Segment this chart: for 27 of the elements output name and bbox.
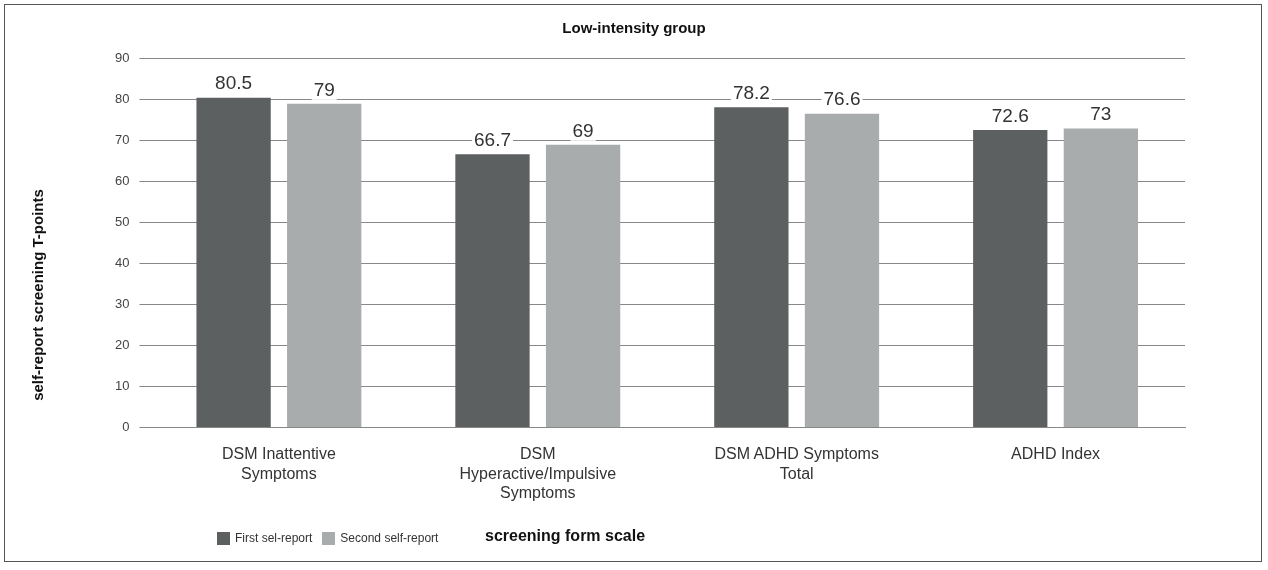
data-label: 69 bbox=[572, 119, 594, 141]
legend-label: First sel-report bbox=[234, 531, 313, 546]
x-axis-title: screening form scale bbox=[485, 527, 646, 545]
y-tick-label: 90 bbox=[114, 50, 130, 66]
y-tick-label: 0 bbox=[122, 418, 130, 434]
x-tick-label: DSM Hyperactive/Impulsive Symptoms bbox=[459, 445, 617, 501]
y-tick-label: 10 bbox=[114, 378, 130, 394]
y-tick-label: 50 bbox=[114, 214, 130, 230]
y-tick-label: 80 bbox=[114, 91, 130, 107]
y-tick-label: 40 bbox=[114, 255, 130, 271]
x-tick-label: ADHD Index bbox=[1011, 445, 1101, 463]
data-label: 80.5 bbox=[215, 72, 253, 94]
x-tick-label: DSM Inattentive Symptoms bbox=[221, 445, 336, 482]
data-label: 78.2 bbox=[732, 81, 770, 103]
x-tick-label: DSM ADHD Symptoms Total bbox=[714, 445, 879, 482]
data-label: 79 bbox=[313, 78, 335, 100]
data-label: 73 bbox=[1090, 103, 1112, 125]
y-tick-label: 30 bbox=[114, 296, 130, 312]
data-label: 66.7 bbox=[473, 128, 511, 150]
y-tick-label: 20 bbox=[114, 337, 130, 353]
data-label: 72.6 bbox=[991, 104, 1029, 126]
y-tick-label: 70 bbox=[114, 132, 130, 148]
legend-label: Second self-report bbox=[339, 531, 439, 546]
y-axis-title: self-report screening T-points bbox=[28, 189, 46, 401]
data-label: 76.6 bbox=[823, 88, 861, 110]
chart-title: Low-intensity group bbox=[561, 19, 707, 36]
y-tick-label: 60 bbox=[114, 173, 130, 189]
